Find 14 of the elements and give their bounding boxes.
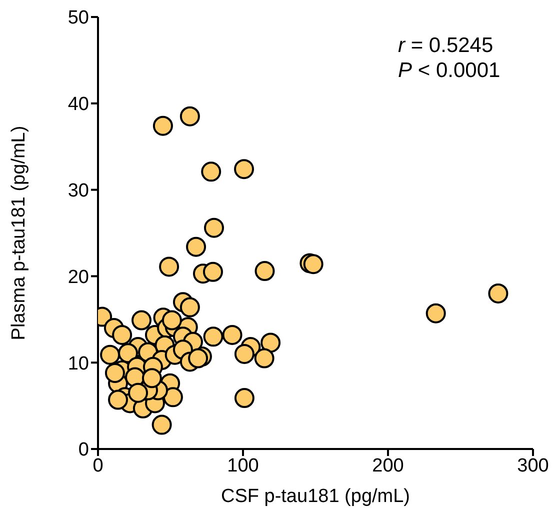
x-tick-label: 0 xyxy=(92,455,104,476)
x-tick-label: 200 xyxy=(372,455,404,476)
annotation: r = 0.5245 xyxy=(398,34,494,57)
y-tick-label: 20 xyxy=(68,266,89,288)
x-tick-label: 100 xyxy=(227,455,259,476)
y-axis-title: Plasma p-tau181 (pg/mL) xyxy=(8,126,30,340)
y-tick-label: 30 xyxy=(68,180,89,202)
y-tick-label: 10 xyxy=(68,353,89,374)
annotation: P < 0.0001 xyxy=(398,59,500,82)
y-tick-label: 0 xyxy=(78,440,89,461)
x-axis-title: CSF p-tau181 (pg/mL) xyxy=(220,486,410,507)
x-tick-label: 300 xyxy=(517,455,549,476)
y-tick-label: 40 xyxy=(68,94,89,116)
y-tick-label: 50 xyxy=(68,8,89,29)
